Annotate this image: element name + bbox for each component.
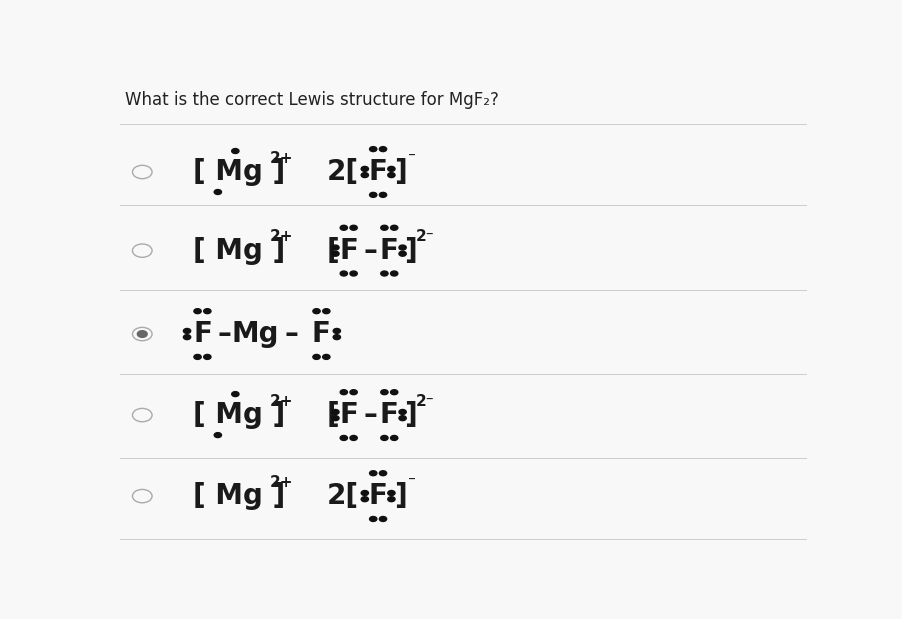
Circle shape [214, 189, 221, 194]
Circle shape [183, 329, 190, 334]
Text: [ Mg ]: [ Mg ] [193, 401, 285, 429]
Text: [ Mg ]: [ Mg ] [193, 482, 285, 510]
Circle shape [399, 245, 406, 250]
Circle shape [391, 271, 398, 276]
Circle shape [387, 167, 394, 171]
Circle shape [387, 496, 394, 501]
Text: [: [ [326, 236, 338, 265]
Text: ]: ] [394, 158, 407, 186]
Text: ⁻: ⁻ [407, 475, 415, 490]
Circle shape [350, 271, 357, 276]
Circle shape [369, 470, 376, 475]
Circle shape [331, 416, 338, 421]
Circle shape [381, 390, 388, 395]
Text: 2+: 2+ [270, 394, 293, 409]
Circle shape [312, 355, 320, 360]
Circle shape [379, 470, 386, 475]
Text: –: – [217, 320, 232, 348]
Circle shape [204, 309, 211, 314]
Circle shape [214, 433, 221, 438]
Text: [: [ [326, 401, 338, 429]
Text: –: – [363, 401, 377, 429]
Circle shape [194, 309, 201, 314]
Circle shape [194, 355, 201, 360]
Circle shape [322, 309, 329, 314]
Circle shape [361, 167, 368, 171]
Text: ]: ] [403, 236, 417, 265]
Circle shape [391, 225, 398, 230]
Circle shape [137, 331, 147, 337]
Circle shape [399, 410, 406, 415]
Circle shape [391, 436, 398, 441]
Circle shape [381, 436, 388, 441]
Text: F: F [311, 320, 330, 348]
Text: 2+: 2+ [270, 151, 293, 166]
Circle shape [381, 271, 388, 276]
Circle shape [183, 335, 190, 340]
Text: ⁻: ⁻ [407, 151, 415, 166]
Text: ]: ] [394, 482, 407, 510]
Text: F: F [368, 158, 387, 186]
Circle shape [331, 251, 338, 256]
Circle shape [340, 436, 347, 441]
Circle shape [350, 225, 357, 230]
Text: F: F [368, 482, 387, 510]
Text: 2[: 2[ [326, 158, 358, 186]
Text: 2[: 2[ [326, 482, 358, 510]
Circle shape [369, 193, 376, 197]
Circle shape [369, 516, 376, 521]
Circle shape [333, 335, 340, 340]
Circle shape [204, 355, 211, 360]
Text: F: F [380, 236, 399, 265]
Text: –: – [363, 236, 377, 265]
Text: [ Mg ]: [ Mg ] [193, 158, 285, 186]
Circle shape [379, 516, 386, 521]
Text: 2⁻: 2⁻ [416, 394, 434, 409]
Circle shape [361, 496, 368, 501]
Circle shape [331, 410, 338, 415]
Text: Mg: Mg [231, 320, 279, 348]
Circle shape [322, 355, 329, 360]
Text: F: F [193, 320, 212, 348]
Circle shape [381, 225, 388, 230]
Circle shape [369, 147, 376, 152]
Circle shape [361, 173, 368, 178]
Circle shape [379, 193, 386, 197]
Circle shape [232, 392, 239, 397]
Circle shape [340, 225, 347, 230]
Circle shape [387, 490, 394, 495]
Circle shape [350, 436, 357, 441]
Circle shape [379, 147, 386, 152]
Text: F: F [339, 236, 358, 265]
Text: –: – [284, 320, 298, 348]
Text: [ Mg ]: [ Mg ] [193, 236, 285, 265]
Circle shape [391, 390, 398, 395]
Text: What is the correct Lewis structure for MgF₂?: What is the correct Lewis structure for … [125, 91, 499, 109]
Circle shape [361, 490, 368, 495]
Text: 2+: 2+ [270, 475, 293, 490]
Circle shape [331, 245, 338, 250]
Circle shape [232, 149, 239, 154]
Circle shape [333, 329, 340, 334]
Circle shape [387, 173, 394, 178]
Text: ]: ] [403, 401, 417, 429]
Text: F: F [339, 401, 358, 429]
Circle shape [399, 251, 406, 256]
Circle shape [340, 271, 347, 276]
Circle shape [340, 390, 347, 395]
Circle shape [399, 416, 406, 421]
Text: F: F [380, 401, 399, 429]
Circle shape [350, 390, 357, 395]
Circle shape [312, 309, 320, 314]
Text: 2⁻: 2⁻ [416, 230, 434, 245]
Text: 2+: 2+ [270, 230, 293, 245]
